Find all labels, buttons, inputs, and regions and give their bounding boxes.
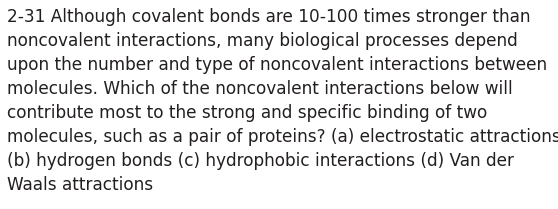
- Text: 2-31 Although covalent bonds are 10-100 times stronger than
noncovalent interact: 2-31 Although covalent bonds are 10-100 …: [7, 8, 558, 194]
